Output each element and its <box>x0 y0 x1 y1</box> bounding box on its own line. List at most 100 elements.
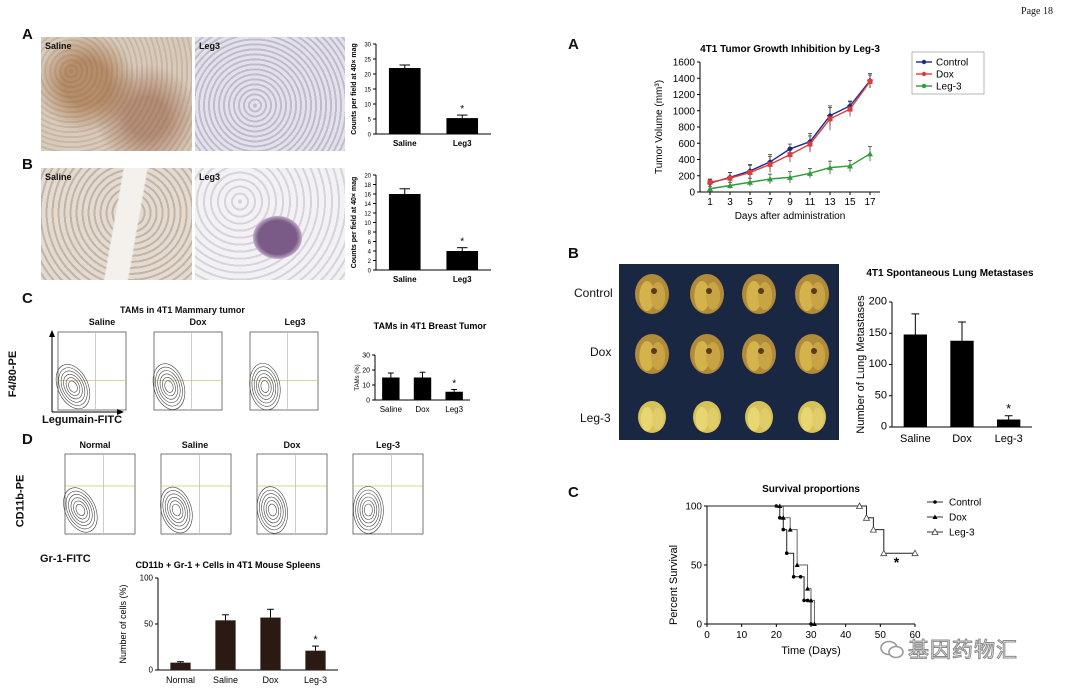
data-point <box>805 586 811 591</box>
contour-line <box>70 497 91 523</box>
y-tick-label: 50 <box>691 561 703 572</box>
lung-row-label: Control <box>574 286 613 300</box>
flow-column-label: Leg3 <box>284 317 306 327</box>
y-tick-label: 100 <box>869 358 887 370</box>
category-label: Saline <box>393 139 417 148</box>
contour-line <box>164 380 174 393</box>
lung-lobe <box>759 407 771 431</box>
lung-lobe <box>799 281 815 311</box>
contour-line <box>159 373 179 400</box>
contour-line <box>256 373 274 400</box>
y-tick-label: 0 <box>689 188 695 199</box>
data-point <box>781 527 786 532</box>
series-line-dox <box>709 81 871 183</box>
contour-line <box>160 486 193 534</box>
y-axis-label: Counts per field at 40× mag <box>351 177 358 269</box>
x-tick-label: 3 <box>727 197 733 208</box>
data-point <box>867 79 873 84</box>
legend-label: Leg-3 <box>936 82 962 93</box>
category-label: Saline <box>213 675 238 685</box>
bar-leg-3 <box>997 419 1021 427</box>
flow-plot-frame <box>256 453 328 535</box>
contour-line <box>68 494 93 526</box>
legumain-axis-label: Legumain-FITC <box>42 414 123 426</box>
x-axis-label: Days after administration <box>735 211 846 222</box>
lung-lobe <box>757 342 773 370</box>
data-point <box>787 174 793 180</box>
contour-line <box>260 380 270 393</box>
contour-line <box>256 486 288 534</box>
bar-normal <box>170 662 191 670</box>
x-tick-label: 13 <box>824 197 836 208</box>
y-tick-label: 16 <box>364 193 371 199</box>
watermark-text: 基因药物汇 <box>908 639 1018 663</box>
data-point <box>767 176 773 182</box>
flow-plot-frame <box>352 453 424 535</box>
y-tick-label: 1200 <box>673 90 696 101</box>
bar-saline <box>903 334 927 427</box>
y-tick-label: 150 <box>869 327 887 339</box>
arrow-head <box>49 330 55 337</box>
contour-line <box>65 490 96 530</box>
flow-plot-frame <box>153 331 223 411</box>
right-b-bar-chart: 0 50 100 150 200 Saline Dox Leg-3 * Number of Lun… <box>855 268 1034 445</box>
page-number: Page 18 <box>1021 6 1053 17</box>
histology-image-saline-b: Saline <box>41 168 192 280</box>
histology-image-leg3-a: Leg3 <box>195 37 345 151</box>
category-label: Dox <box>262 675 279 685</box>
left-panel-a-label: A <box>22 26 33 43</box>
y-tick-label: 100 <box>685 502 702 513</box>
gr1-axis-label: Gr-1-FITC <box>40 553 91 565</box>
flow-column-label: Saline <box>88 317 116 327</box>
y-tick-label: 0 <box>368 133 372 139</box>
lung-row-label: Leg-3 <box>580 411 611 425</box>
contour-line <box>162 490 191 530</box>
x-tick-label: 9 <box>787 197 793 208</box>
y-tick-label: 25 <box>364 58 371 64</box>
lung-lobe <box>810 342 826 370</box>
category-label: Leg-3 <box>995 433 1023 445</box>
category-label: Normal <box>166 675 195 685</box>
contour-line <box>265 500 280 520</box>
y-tick-label: 100 <box>140 574 154 583</box>
bar-saline <box>388 68 421 134</box>
bar-dox <box>950 340 974 427</box>
arrow-head <box>117 409 124 415</box>
survival-curve-leg-3 <box>707 505 915 554</box>
contour-line <box>361 500 375 520</box>
chart-title: 4T1 Tumor Growth Inhibition by Leg-3 <box>700 44 880 55</box>
significance-marker: * <box>313 634 318 646</box>
right-panel-b-label: B <box>568 245 579 262</box>
y-axis-label: Counts per field at 40× mag <box>351 43 358 135</box>
data-point <box>727 182 733 188</box>
right-a-line-chart: 4T1 Tumor Growth Inhibition by Leg-3 0 200… <box>654 44 985 222</box>
contour-line <box>251 366 279 407</box>
contour-line <box>68 380 78 393</box>
data-point <box>784 551 789 555</box>
y-tick-label: 18 <box>364 183 371 189</box>
bar-dox <box>260 617 281 670</box>
data-point <box>809 622 813 626</box>
legend-label: Dox <box>936 70 954 81</box>
contour-line <box>249 362 281 411</box>
contour-line <box>364 503 373 517</box>
y-tick-label: 10 <box>364 103 371 109</box>
y-axis-label: Number of Lung Metastases <box>855 295 867 434</box>
metastasis-nodule <box>706 288 712 294</box>
lung-lobe <box>640 407 654 431</box>
metastasis-nodule <box>706 348 712 354</box>
right-panel-c-label: C <box>568 484 579 501</box>
y-tick-label: 10 <box>364 221 371 227</box>
flow-column-label: Dox <box>283 440 301 450</box>
data-point <box>911 549 919 557</box>
legend-label: Dox <box>949 513 967 524</box>
left-panel-b-label: B <box>22 156 33 173</box>
data-point <box>802 598 806 603</box>
category-label: Leg3 <box>453 139 472 148</box>
category-label: Saline <box>380 405 403 414</box>
x-tick-label: 7 <box>767 197 773 208</box>
bar-saline <box>215 620 236 670</box>
y-tick-label: 50 <box>144 620 153 629</box>
y-tick-label: 14 <box>364 202 371 208</box>
data-point <box>787 152 793 158</box>
